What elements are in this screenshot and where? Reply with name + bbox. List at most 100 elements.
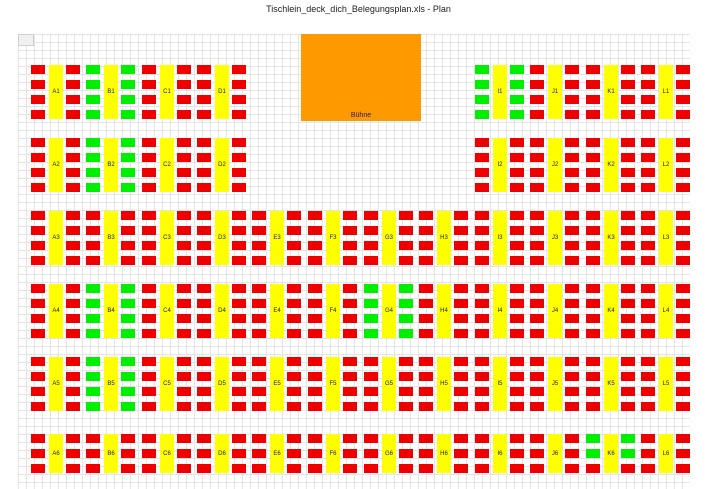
seat-f5-r3[interactable] <box>343 387 357 396</box>
seat-e3-l3[interactable] <box>252 241 266 250</box>
table-f3[interactable]: F3 <box>326 211 340 265</box>
seat-j4-l2[interactable] <box>530 299 544 308</box>
seat-g5-l4[interactable] <box>364 402 378 411</box>
seat-k1-r2[interactable] <box>621 80 635 89</box>
seat-l6-r1[interactable] <box>676 434 690 443</box>
table-k1[interactable]: K1 <box>604 65 618 119</box>
seat-b5-r3[interactable] <box>121 387 135 396</box>
seat-d3-r2[interactable] <box>232 226 246 235</box>
seat-d4-r2[interactable] <box>232 299 246 308</box>
seat-c5-r4[interactable] <box>177 402 191 411</box>
seat-i1-r4[interactable] <box>510 110 524 119</box>
seat-k6-r2[interactable] <box>621 449 635 458</box>
seat-a4-l4[interactable] <box>31 329 45 338</box>
table-l4[interactable]: L4 <box>659 284 673 338</box>
table-e5[interactable]: E5 <box>270 357 284 411</box>
seat-i3-r4[interactable] <box>510 256 524 265</box>
seat-c1-r2[interactable] <box>177 80 191 89</box>
seat-d3-l3[interactable] <box>197 241 211 250</box>
seat-k3-l3[interactable] <box>586 241 600 250</box>
seat-l3-l3[interactable] <box>641 241 655 250</box>
seat-i5-l1[interactable] <box>475 357 489 366</box>
seat-i5-r2[interactable] <box>510 372 524 381</box>
select-all-corner[interactable] <box>18 34 34 46</box>
seat-a5-l4[interactable] <box>31 402 45 411</box>
seat-i5-l2[interactable] <box>475 372 489 381</box>
seat-e6-r3[interactable] <box>287 464 301 473</box>
seat-g6-l3[interactable] <box>364 464 378 473</box>
seat-b3-l3[interactable] <box>86 241 100 250</box>
seat-k2-l2[interactable] <box>586 153 600 162</box>
seat-i5-r1[interactable] <box>510 357 524 366</box>
seat-i4-l1[interactable] <box>475 284 489 293</box>
seat-e4-r2[interactable] <box>287 299 301 308</box>
seat-j3-l2[interactable] <box>530 226 544 235</box>
seat-e6-r2[interactable] <box>287 449 301 458</box>
seat-c3-l2[interactable] <box>142 226 156 235</box>
seat-k4-l2[interactable] <box>586 299 600 308</box>
seat-i2-l2[interactable] <box>475 153 489 162</box>
seat-f3-l2[interactable] <box>308 226 322 235</box>
seat-f6-l2[interactable] <box>308 449 322 458</box>
seat-g4-l3[interactable] <box>364 314 378 323</box>
table-b3[interactable]: B3 <box>104 211 118 265</box>
seat-a4-r3[interactable] <box>66 314 80 323</box>
table-j3[interactable]: J3 <box>548 211 562 265</box>
seat-a1-l1[interactable] <box>31 65 45 74</box>
seat-j6-l1[interactable] <box>530 434 544 443</box>
table-e3[interactable]: E3 <box>270 211 284 265</box>
seat-c4-l2[interactable] <box>142 299 156 308</box>
seat-e5-r1[interactable] <box>287 357 301 366</box>
seat-i4-l4[interactable] <box>475 329 489 338</box>
seat-f6-r3[interactable] <box>343 464 357 473</box>
table-b4[interactable]: B4 <box>104 284 118 338</box>
table-l1[interactable]: L1 <box>659 65 673 119</box>
seat-i3-l2[interactable] <box>475 226 489 235</box>
seat-c4-r3[interactable] <box>177 314 191 323</box>
seat-g4-r2[interactable] <box>399 299 413 308</box>
seat-d1-l4[interactable] <box>197 110 211 119</box>
seat-l3-l1[interactable] <box>641 211 655 220</box>
seat-h3-l3[interactable] <box>419 241 433 250</box>
seat-h3-l2[interactable] <box>419 226 433 235</box>
seat-j2-r4[interactable] <box>565 183 579 192</box>
seat-c3-r1[interactable] <box>177 211 191 220</box>
seat-c3-r2[interactable] <box>177 226 191 235</box>
seat-d4-r4[interactable] <box>232 329 246 338</box>
seat-h4-l3[interactable] <box>419 314 433 323</box>
seat-a4-l1[interactable] <box>31 284 45 293</box>
table-c3[interactable]: C3 <box>160 211 174 265</box>
seat-c1-l4[interactable] <box>142 110 156 119</box>
seat-c6-r1[interactable] <box>177 434 191 443</box>
seat-l1-l4[interactable] <box>641 110 655 119</box>
seat-l1-r1[interactable] <box>676 65 690 74</box>
seat-d2-r2[interactable] <box>232 153 246 162</box>
seat-d2-l4[interactable] <box>197 183 211 192</box>
seat-g6-r1[interactable] <box>399 434 413 443</box>
seat-l4-l1[interactable] <box>641 284 655 293</box>
seat-c3-l1[interactable] <box>142 211 156 220</box>
seat-h3-r3[interactable] <box>454 241 468 250</box>
seat-g3-l3[interactable] <box>364 241 378 250</box>
seat-h5-l3[interactable] <box>419 387 433 396</box>
seat-b6-r2[interactable] <box>121 449 135 458</box>
seat-e4-r4[interactable] <box>287 329 301 338</box>
seat-i1-l4[interactable] <box>475 110 489 119</box>
seat-j2-l4[interactable] <box>530 183 544 192</box>
table-d3[interactable]: D3 <box>215 211 229 265</box>
seat-i3-r1[interactable] <box>510 211 524 220</box>
seat-c3-l3[interactable] <box>142 241 156 250</box>
seat-i1-r3[interactable] <box>510 95 524 104</box>
seat-d3-l2[interactable] <box>197 226 211 235</box>
seat-d1-l1[interactable] <box>197 65 211 74</box>
seat-d4-r3[interactable] <box>232 314 246 323</box>
seat-f3-r1[interactable] <box>343 211 357 220</box>
seat-a1-l3[interactable] <box>31 95 45 104</box>
table-c6[interactable]: C6 <box>160 434 174 473</box>
seat-i4-l3[interactable] <box>475 314 489 323</box>
seat-k4-r3[interactable] <box>621 314 635 323</box>
seat-k1-r1[interactable] <box>621 65 635 74</box>
seat-j2-l2[interactable] <box>530 153 544 162</box>
table-i6[interactable]: I6 <box>493 434 507 473</box>
seat-a3-r2[interactable] <box>66 226 80 235</box>
